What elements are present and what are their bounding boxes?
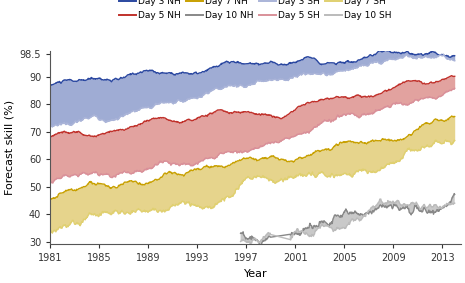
X-axis label: Year: Year xyxy=(244,269,267,279)
Y-axis label: Forecast skill (%): Forecast skill (%) xyxy=(4,100,14,195)
Legend: Day 3 NH, Day 5 NH, Day 7 NH, Day 10 NH, Day 3 SH, Day 5 SH, Day 7 SH, Day 10 SH: Day 3 NH, Day 5 NH, Day 7 NH, Day 10 NH,… xyxy=(116,0,395,23)
